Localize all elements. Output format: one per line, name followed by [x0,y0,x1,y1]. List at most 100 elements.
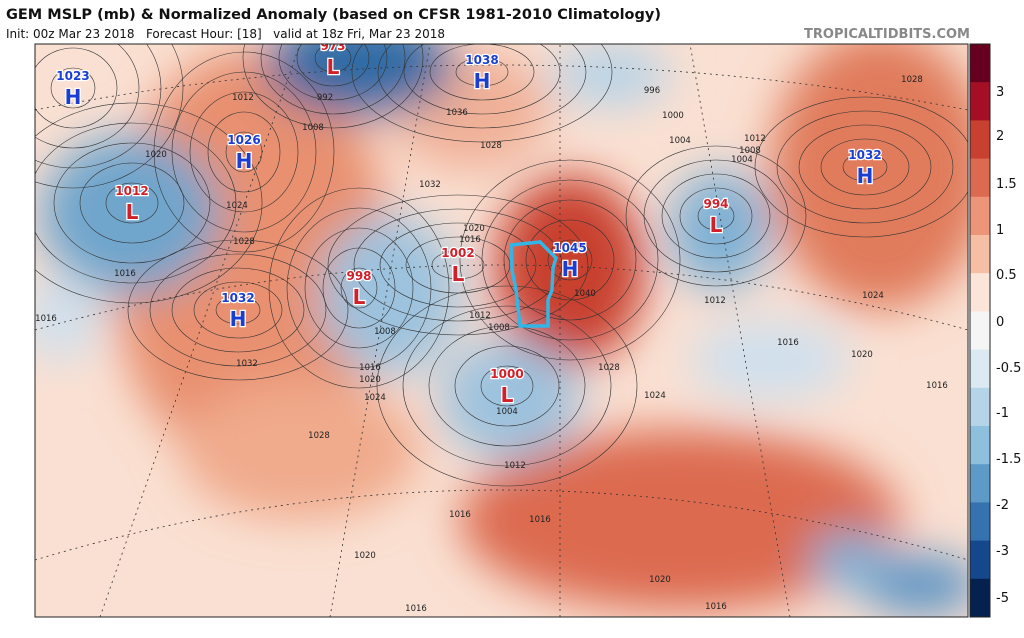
isobar [625,145,807,287]
colorbar-tick-label: -2 [996,498,1009,513]
isobar [351,44,613,143]
isobar-label: 1016 [459,235,481,245]
isobar-label: 1040 [574,289,596,299]
isobar [278,44,388,101]
isobar [776,110,954,224]
isobar-label: 1028 [598,363,620,373]
colorbar-band [970,387,990,427]
anomaly-blob [810,530,890,590]
map: 1012 1008 1020 1024 1028 1016 1016 1032 1008 1016… [35,44,968,617]
isobar-label: 1012 [504,461,526,471]
credit: TROPICALTIDBITS.COM [804,27,970,42]
title: GEM MSLP (mb) & Normalized Anomaly (base… [6,7,661,23]
isobar [35,44,162,169]
anomaly-blob [460,430,900,610]
colorbar-band [970,426,990,465]
colorbar-tick-label: 1 [996,223,1004,238]
isobar [53,142,211,264]
isobar-label: 1004 [669,136,691,146]
isobar-label: 1000 [662,111,684,121]
isobar [403,44,561,115]
isobar [454,345,560,427]
isobar [459,159,681,361]
isobar [842,152,888,182]
isobar [193,281,283,339]
colorbar-tick-label: 0.5 [996,268,1017,283]
isobar [79,162,185,244]
isobar [149,253,327,367]
colorbar-tick-label: 3 [996,85,1004,100]
isobar-label: 1008 [739,146,761,156]
isobar [127,239,349,381]
center-value: 1002 [441,246,474,260]
center-value: 1000 [490,367,523,381]
isobar-label: 1008 [488,323,510,333]
center-letter: H [230,307,247,331]
manitoba-outline [509,240,558,328]
isobar-label: 1008 [374,327,396,337]
isobar [679,187,753,245]
isobar [429,44,535,101]
isobar-label: 992 [317,93,333,103]
isobar-label: 1028 [308,431,330,441]
isobar-label: 1016 [926,381,948,391]
colorbar-band [970,235,990,274]
center-value: 1012 [115,184,148,198]
colorbar-band [970,158,990,198]
isobar [428,325,586,447]
isobar-label: 1028 [901,75,923,85]
center-letter: H [857,164,874,188]
isobar-labels: 1012 1008 1020 1024 1028 1016 1016 1032 1008 1016… [35,75,948,614]
anomaly-blob [550,45,670,105]
isobar-label: 1024 [364,393,386,403]
isobar [35,44,184,189]
isobar [480,365,534,407]
anomaly-blob [180,380,420,520]
center-value: 1026 [227,133,260,147]
center-letter: L [710,213,723,237]
colorbar: 3 2 1.5 1 0.5 0 -0.5 -1 -1.5 -2 -3 -5 [969,43,1021,618]
isobar [327,194,589,336]
colorbar-tick-label: 0 [996,315,1004,330]
colorbar-band [970,311,990,351]
anomaly-blob [440,340,580,460]
isobar [377,44,587,129]
isobar-label: 1020 [649,575,671,585]
isobar [379,222,537,308]
colorbar-tick-label: 1.5 [996,177,1017,192]
colorbar-band [970,196,990,236]
isobar-label: 1020 [354,551,376,561]
isobar-label: 1020 [145,150,167,160]
isobar-label: 1012 [232,93,254,103]
center-letter: H [562,257,579,281]
colorbar-band [970,540,990,580]
isobar [215,295,261,325]
isobar [153,51,335,253]
isobar-label: 1020 [463,224,485,234]
center-letter: L [452,262,465,286]
isobar [754,96,968,238]
isobar [171,267,305,353]
colorbar-band [970,120,990,160]
isobar [35,122,237,284]
isobar-label: 1036 [446,108,468,118]
isobar [296,44,370,87]
colorbar-tick-label: -0.5 [996,361,1021,376]
isobar-label: 1020 [359,375,381,385]
isobar [242,44,424,129]
center-value: 998 [346,269,371,283]
center-value: 1038 [465,53,498,67]
isobar-label: 1032 [419,180,441,190]
isobar [171,71,317,233]
isobar [525,219,615,301]
graticule [35,44,968,617]
isobar [455,57,509,87]
isobar-label: 1016 [35,314,57,324]
isobars [35,44,968,487]
center-value: 994 [703,197,728,211]
isobar [189,91,299,213]
isobar-label: 1012 [704,296,726,306]
isobar [481,179,659,341]
colorbar-band [970,44,990,83]
isobar-label: 1016 [529,515,551,525]
